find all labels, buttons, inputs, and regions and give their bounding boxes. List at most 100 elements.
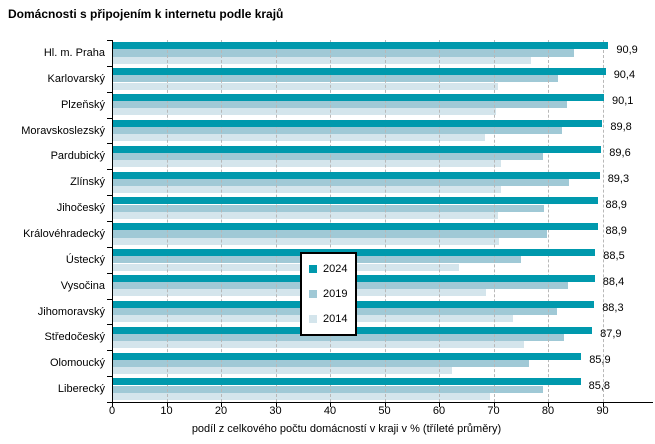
legend-label-2014: 2014	[323, 312, 348, 325]
value-label-2: 90,4	[613, 69, 636, 82]
x-tick-label-80: 80	[541, 405, 555, 417]
y-axis-line	[112, 40, 113, 403]
gridline-40	[330, 40, 331, 402]
bar-2014-5	[113, 160, 501, 168]
x-tick-0	[112, 402, 113, 407]
category-label-5: Pardubický	[50, 150, 105, 163]
x-tick-label-20: 20	[214, 405, 228, 417]
value-label-9: 88,5	[603, 250, 625, 263]
bar-2019-12	[113, 333, 564, 341]
category-label-6: Zlínský	[70, 176, 105, 189]
x-tick-label-10: 10	[160, 405, 173, 417]
value-label-8: 88,9	[605, 224, 627, 237]
category-label-8: Královéhradecký	[23, 227, 105, 240]
category-label-4: Moravskoslezský	[21, 124, 105, 137]
x-axis-line	[112, 402, 653, 403]
legend-item-2014: 2014	[309, 313, 355, 325]
category-label-3: Plzeňský	[60, 98, 105, 111]
y-tick-3	[107, 91, 112, 93]
y-tick-8	[107, 221, 112, 222]
bar-2024-8	[113, 223, 598, 231]
legend-swatch-2014	[309, 314, 317, 323]
y-tick-6	[107, 169, 112, 171]
bar-2024-5	[113, 145, 602, 153]
bar-2019-7	[113, 204, 544, 212]
value-label-13: 85,9	[589, 353, 611, 366]
bar-2024-3	[113, 93, 604, 102]
x-tick-20	[221, 402, 222, 407]
gridline-70	[493, 40, 495, 402]
gridline-60	[439, 40, 440, 402]
category-label-2: Karlovarský	[47, 72, 105, 85]
bar-2019-3	[113, 101, 567, 109]
x-tick-label-40: 40	[323, 405, 337, 417]
x-tick-90	[602, 402, 604, 407]
x-tick-label-0: 0	[108, 405, 116, 417]
category-label-10: Vysočina	[60, 279, 105, 292]
bar-2014-6	[113, 185, 501, 194]
bar-2014-9	[113, 263, 459, 271]
y-tick-13	[107, 350, 112, 352]
bar-2024-4	[113, 119, 603, 127]
legend-swatch-2024	[309, 265, 317, 274]
value-label-1: 90,9	[616, 43, 638, 56]
bar-2019-13	[113, 359, 530, 367]
bar-2024-14	[113, 378, 581, 386]
bar-2019-14	[113, 385, 543, 393]
bar-2014-10	[113, 289, 486, 297]
bar-2019-6	[113, 178, 570, 186]
chart-title: Domácnosti s připojením k internetu podl…	[8, 7, 284, 21]
value-label-11: 88,3	[602, 302, 624, 315]
y-tick-9	[107, 246, 112, 248]
y-tick-12	[107, 324, 112, 326]
y-tick-4	[107, 117, 112, 119]
x-tick-80	[548, 402, 549, 407]
bar-2014-1	[113, 56, 531, 64]
gridline-80	[548, 40, 549, 402]
gridline-30	[275, 40, 277, 402]
y-tick-14	[107, 376, 112, 378]
legend: 2024 2019 2014	[300, 252, 357, 336]
bar-2014-4	[113, 134, 485, 142]
x-tick-label-90: 90	[596, 405, 609, 417]
legend-label-2019: 2019	[323, 287, 348, 300]
legend-item-2019: 2019	[309, 288, 355, 300]
bar-2024-2	[113, 68, 606, 76]
y-tick-7	[107, 195, 112, 197]
gridline-90	[602, 40, 604, 402]
bar-2014-13	[113, 366, 452, 375]
y-tick-2	[107, 65, 112, 67]
x-tick-40	[330, 402, 331, 407]
bar-2019-1	[113, 49, 575, 57]
category-label-11: Jihomoravský	[37, 305, 105, 318]
y-tick-11	[107, 298, 112, 300]
value-label-7: 88,9	[605, 198, 627, 211]
gridline-20	[221, 40, 222, 402]
x-tick-label-30: 30	[269, 405, 282, 417]
gridline-10	[166, 40, 168, 402]
y-tick-bottom	[107, 402, 112, 403]
legend-label-2024: 2024	[323, 263, 348, 276]
bar-2019-2	[113, 75, 558, 83]
y-tick-1	[107, 40, 112, 41]
bar-2014-14	[113, 392, 491, 400]
x-tick-label-50: 50	[378, 405, 391, 417]
value-label-3: 90,1	[612, 95, 634, 108]
value-label-12: 87,9	[600, 327, 622, 340]
category-label-9: Ústecký	[65, 253, 105, 266]
x-tick-label-70: 70	[487, 405, 500, 417]
bar-2019-8	[113, 230, 547, 238]
gridline-50	[384, 40, 386, 402]
bar-2024-13	[113, 352, 582, 360]
legend-item-2024: 2024	[309, 263, 355, 275]
bar-2019-4	[113, 127, 563, 135]
bar-2019-5	[113, 152, 543, 160]
value-label-4: 89,8	[610, 121, 632, 134]
value-label-5: 89,6	[609, 146, 631, 159]
x-tick-60	[439, 402, 440, 407]
x-tick-30	[275, 402, 277, 407]
x-tick-70	[493, 402, 495, 407]
value-label-14: 85,8	[588, 379, 611, 392]
